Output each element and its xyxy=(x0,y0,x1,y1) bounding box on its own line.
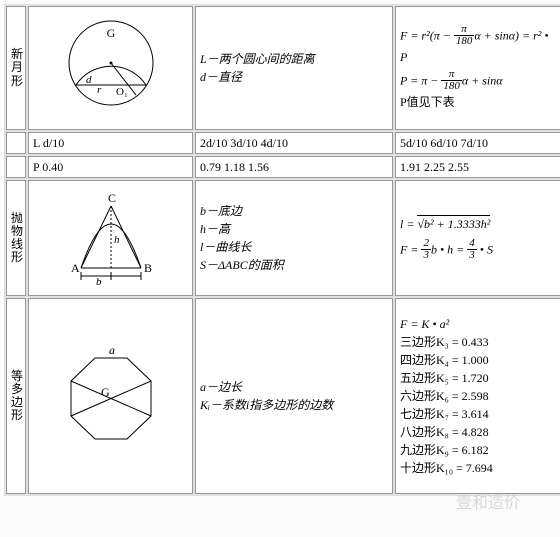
desc-S: S－ΔABC的面积 xyxy=(200,256,388,274)
p-c3: 1.91 2.25 2.55 xyxy=(395,156,560,178)
formula-crescent: F = r²(π − π180α + sinα) = r² • P P = π … xyxy=(395,6,560,130)
diagram-polygon: a G xyxy=(28,298,193,494)
p-c1: P 0.40 xyxy=(28,156,193,178)
desc-polygon: a－边长 Kᵢ－系数i指多边形的边数 xyxy=(195,298,393,494)
svg-text:G: G xyxy=(106,26,115,40)
svg-text:C: C xyxy=(108,191,116,205)
desc-d: d－直径 xyxy=(200,68,388,86)
row-label-parabola: 抛物线形 xyxy=(6,180,26,296)
svg-text:d: d xyxy=(86,74,92,86)
label-text: 等多边形 xyxy=(11,370,21,423)
poly-k8: 八边形K₈ = 4.828 xyxy=(400,423,557,441)
poly-k6: 六边形K₆ = 2.598 xyxy=(400,387,557,405)
desc-b: b－底边 xyxy=(200,202,388,220)
svg-text:h: h xyxy=(114,234,120,246)
diagram-parabola: A B C h b xyxy=(28,180,193,296)
formula-p-line2: F = 23b • h = 43 • S xyxy=(400,239,557,262)
label-text: 抛物线形 xyxy=(11,212,21,265)
desc-L: L－两个圆心间的距离 xyxy=(200,50,388,68)
poly-k9: 九边形K₉ = 6.182 xyxy=(400,441,557,459)
desc-parabola: b－底边 h－高 l－曲线长 S－ΔABC的面积 xyxy=(195,180,393,296)
poly-k7: 七边形K₇ = 3.614 xyxy=(400,405,557,423)
poly-k3: 三边形K₃ = 0.433 xyxy=(400,333,557,351)
desc-h: h－高 xyxy=(200,220,388,238)
poly-k10: 十边形K₁₀ = 7.694 xyxy=(400,459,557,477)
diagram-crescent: G O₁ r d xyxy=(28,6,193,130)
poly-head: F = K • a² xyxy=(400,315,557,333)
row-label-polygon: 等多边形 xyxy=(6,298,26,494)
formula-line2: P = π − π180α + sinα xyxy=(400,70,557,93)
desc-a: a－边长 xyxy=(200,378,388,396)
row-label-crescent: 新月形 xyxy=(6,6,26,130)
label-empty-2 xyxy=(6,156,26,178)
svg-text:G: G xyxy=(101,385,110,399)
ld-c1: L d/10 xyxy=(28,132,193,154)
svg-text:r: r xyxy=(97,84,102,96)
ld-c3: 5d/10 6d/10 7d/10 xyxy=(395,132,560,154)
geometry-formula-table: 新月形 G O₁ r d L－两个圆心间的距离 d－直径 F = r²(π − … xyxy=(4,4,560,496)
formula-line1: F = r²(π − π180α + sinα) = r² • P xyxy=(400,25,557,66)
p-c2: 0.79 1.18 1.56 xyxy=(195,156,393,178)
desc-l: l－曲线长 xyxy=(200,238,388,256)
formula-parabola: l = √b² + 1.3333h² F = 23b • h = 43 • S xyxy=(395,180,560,296)
formula-p-line1: l = √b² + 1.3333h² xyxy=(400,215,557,233)
ld-c2: 2d/10 3d/10 4d/10 xyxy=(195,132,393,154)
svg-text:B: B xyxy=(144,261,152,275)
formula-polygon: F = K • a² 三边形K₃ = 0.433 四边形K₄ = 1.000 五… xyxy=(395,298,560,494)
poly-k5: 五边形K₅ = 1.720 xyxy=(400,369,557,387)
label-empty-1 xyxy=(6,132,26,154)
svg-text:b: b xyxy=(96,276,102,288)
svg-text:a: a xyxy=(109,343,115,357)
poly-k4: 四边形K₄ = 1.000 xyxy=(400,351,557,369)
svg-text:O₁: O₁ xyxy=(116,86,128,98)
desc-crescent: L－两个圆心间的距离 d－直径 xyxy=(195,6,393,130)
label-text: 新月形 xyxy=(11,48,21,88)
formula-line3: P值见下表 xyxy=(400,93,557,111)
desc-K: Kᵢ－系数i指多边形的边数 xyxy=(200,396,388,414)
svg-text:A: A xyxy=(71,261,80,275)
